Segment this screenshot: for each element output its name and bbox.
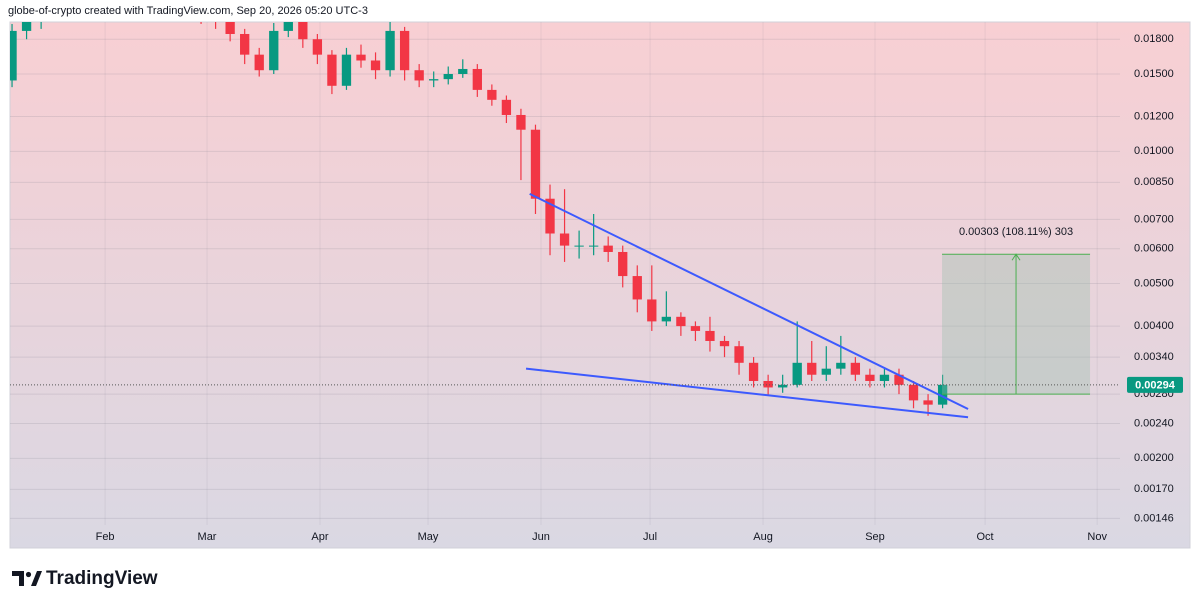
candle-body <box>588 245 599 247</box>
plot-background <box>9 21 1191 549</box>
y-tick-label: 0.00340 <box>1134 351 1174 363</box>
candle-body <box>647 299 657 322</box>
candle-body <box>908 384 919 401</box>
candle-body <box>821 368 831 375</box>
candle-body <box>429 79 439 81</box>
x-tick-label: Jul <box>643 531 657 543</box>
candle-body <box>443 73 453 80</box>
x-tick-label: Mar <box>198 531 217 543</box>
grid <box>10 22 1120 525</box>
x-tick-label: Feb <box>96 531 115 543</box>
candle-body <box>458 68 468 74</box>
candle-body <box>399 30 410 71</box>
candle-body <box>124 0 133 1</box>
logo-mark <box>12 571 24 586</box>
y-tick-label: 0.00850 <box>1134 176 1174 188</box>
candle-body <box>559 233 570 246</box>
y-tick-label: 0.00170 <box>1134 483 1174 495</box>
y-tick-label: 0.00600 <box>1134 243 1174 255</box>
candle-body <box>10 30 17 81</box>
candle-body <box>356 54 366 61</box>
candle-body <box>95 0 104 1</box>
y-tick-label: 0.00400 <box>1134 320 1174 332</box>
candle-body <box>705 330 715 341</box>
candle-body <box>472 68 482 90</box>
candle-body <box>109 0 118 1</box>
y-tick-label: 0.00146 <box>1134 512 1174 524</box>
footer-brand: TradingView <box>46 568 158 589</box>
candle-body <box>661 316 671 322</box>
candle-body <box>574 245 584 247</box>
candle-body <box>385 30 395 71</box>
y-tick-label: 0.01500 <box>1134 68 1174 80</box>
candle-body <box>734 346 744 363</box>
y-tick-label: 0.00700 <box>1134 213 1174 225</box>
x-tick-label: Oct <box>977 531 994 543</box>
candle-body <box>516 114 526 130</box>
x-tick-label: Jun <box>532 531 550 543</box>
candle-body <box>370 60 381 71</box>
candle-body <box>414 70 424 81</box>
x-tick-label: Sep <box>865 531 885 543</box>
trendline <box>529 192 969 410</box>
plot-area: 0.00303 (108.11%) 303 <box>10 0 1120 419</box>
candle-body <box>618 251 628 277</box>
measure-label: 0.00303 (108.11%) 303 <box>959 226 1073 238</box>
candle-body <box>748 362 759 381</box>
trendline <box>525 367 969 419</box>
last-price-label: 0.00294 <box>1135 380 1176 392</box>
candle-body <box>501 99 512 115</box>
candle-body <box>865 374 875 381</box>
logo-mark <box>25 571 32 578</box>
y-tick-label: 0.00240 <box>1134 417 1174 429</box>
logo-mark <box>31 571 42 586</box>
candle-body <box>225 22 235 34</box>
x-tick-label: Apr <box>311 531 328 543</box>
candle-body <box>807 362 817 375</box>
candle-body <box>632 276 642 300</box>
candle-body <box>937 384 948 405</box>
candle-body <box>894 374 904 385</box>
x-tick-label: May <box>418 531 439 543</box>
candle-body <box>690 326 701 331</box>
y-tick-label: 0.00500 <box>1134 277 1174 289</box>
candle-body <box>341 54 352 86</box>
y-tick-label: 0.01200 <box>1134 110 1174 122</box>
candle-body <box>80 0 89 1</box>
x-tick-label: Aug <box>753 531 773 543</box>
candle-body <box>21 22 32 31</box>
candle-body <box>269 30 279 71</box>
measure-arrowhead <box>1011 253 1021 261</box>
candle-body <box>778 384 788 388</box>
last-price-box <box>1127 376 1183 393</box>
x-tick-label: Nov <box>1087 531 1107 543</box>
candle-body <box>603 245 613 252</box>
candle-body <box>530 129 541 199</box>
candle-body <box>719 340 730 347</box>
candle-body <box>923 400 933 405</box>
logo <box>12 571 42 586</box>
candle-body <box>312 39 323 55</box>
candle-body <box>66 0 75 1</box>
candle-body <box>298 22 308 40</box>
candle-body <box>283 22 293 31</box>
candle-body <box>836 362 846 369</box>
candle-body <box>676 316 686 327</box>
candle-body <box>879 374 890 381</box>
y-tick-label: 0.01000 <box>1134 145 1174 157</box>
y-tick-label: 0.01800 <box>1134 33 1174 45</box>
axes: 0.01800 0.01500 0.01200 0.01000 0.00850 0.007… <box>96 33 1183 543</box>
candle-body <box>487 89 497 100</box>
candle-body <box>327 54 337 86</box>
candle-body <box>792 362 802 385</box>
header: globe-of-crypto created with TradingView… <box>8 5 368 17</box>
candle-body <box>763 380 773 388</box>
candle-body <box>254 54 264 71</box>
y-tick-label: 0.00200 <box>1134 452 1174 464</box>
candle-body <box>850 362 861 375</box>
candle-body <box>240 33 250 55</box>
candle-body <box>545 198 555 234</box>
